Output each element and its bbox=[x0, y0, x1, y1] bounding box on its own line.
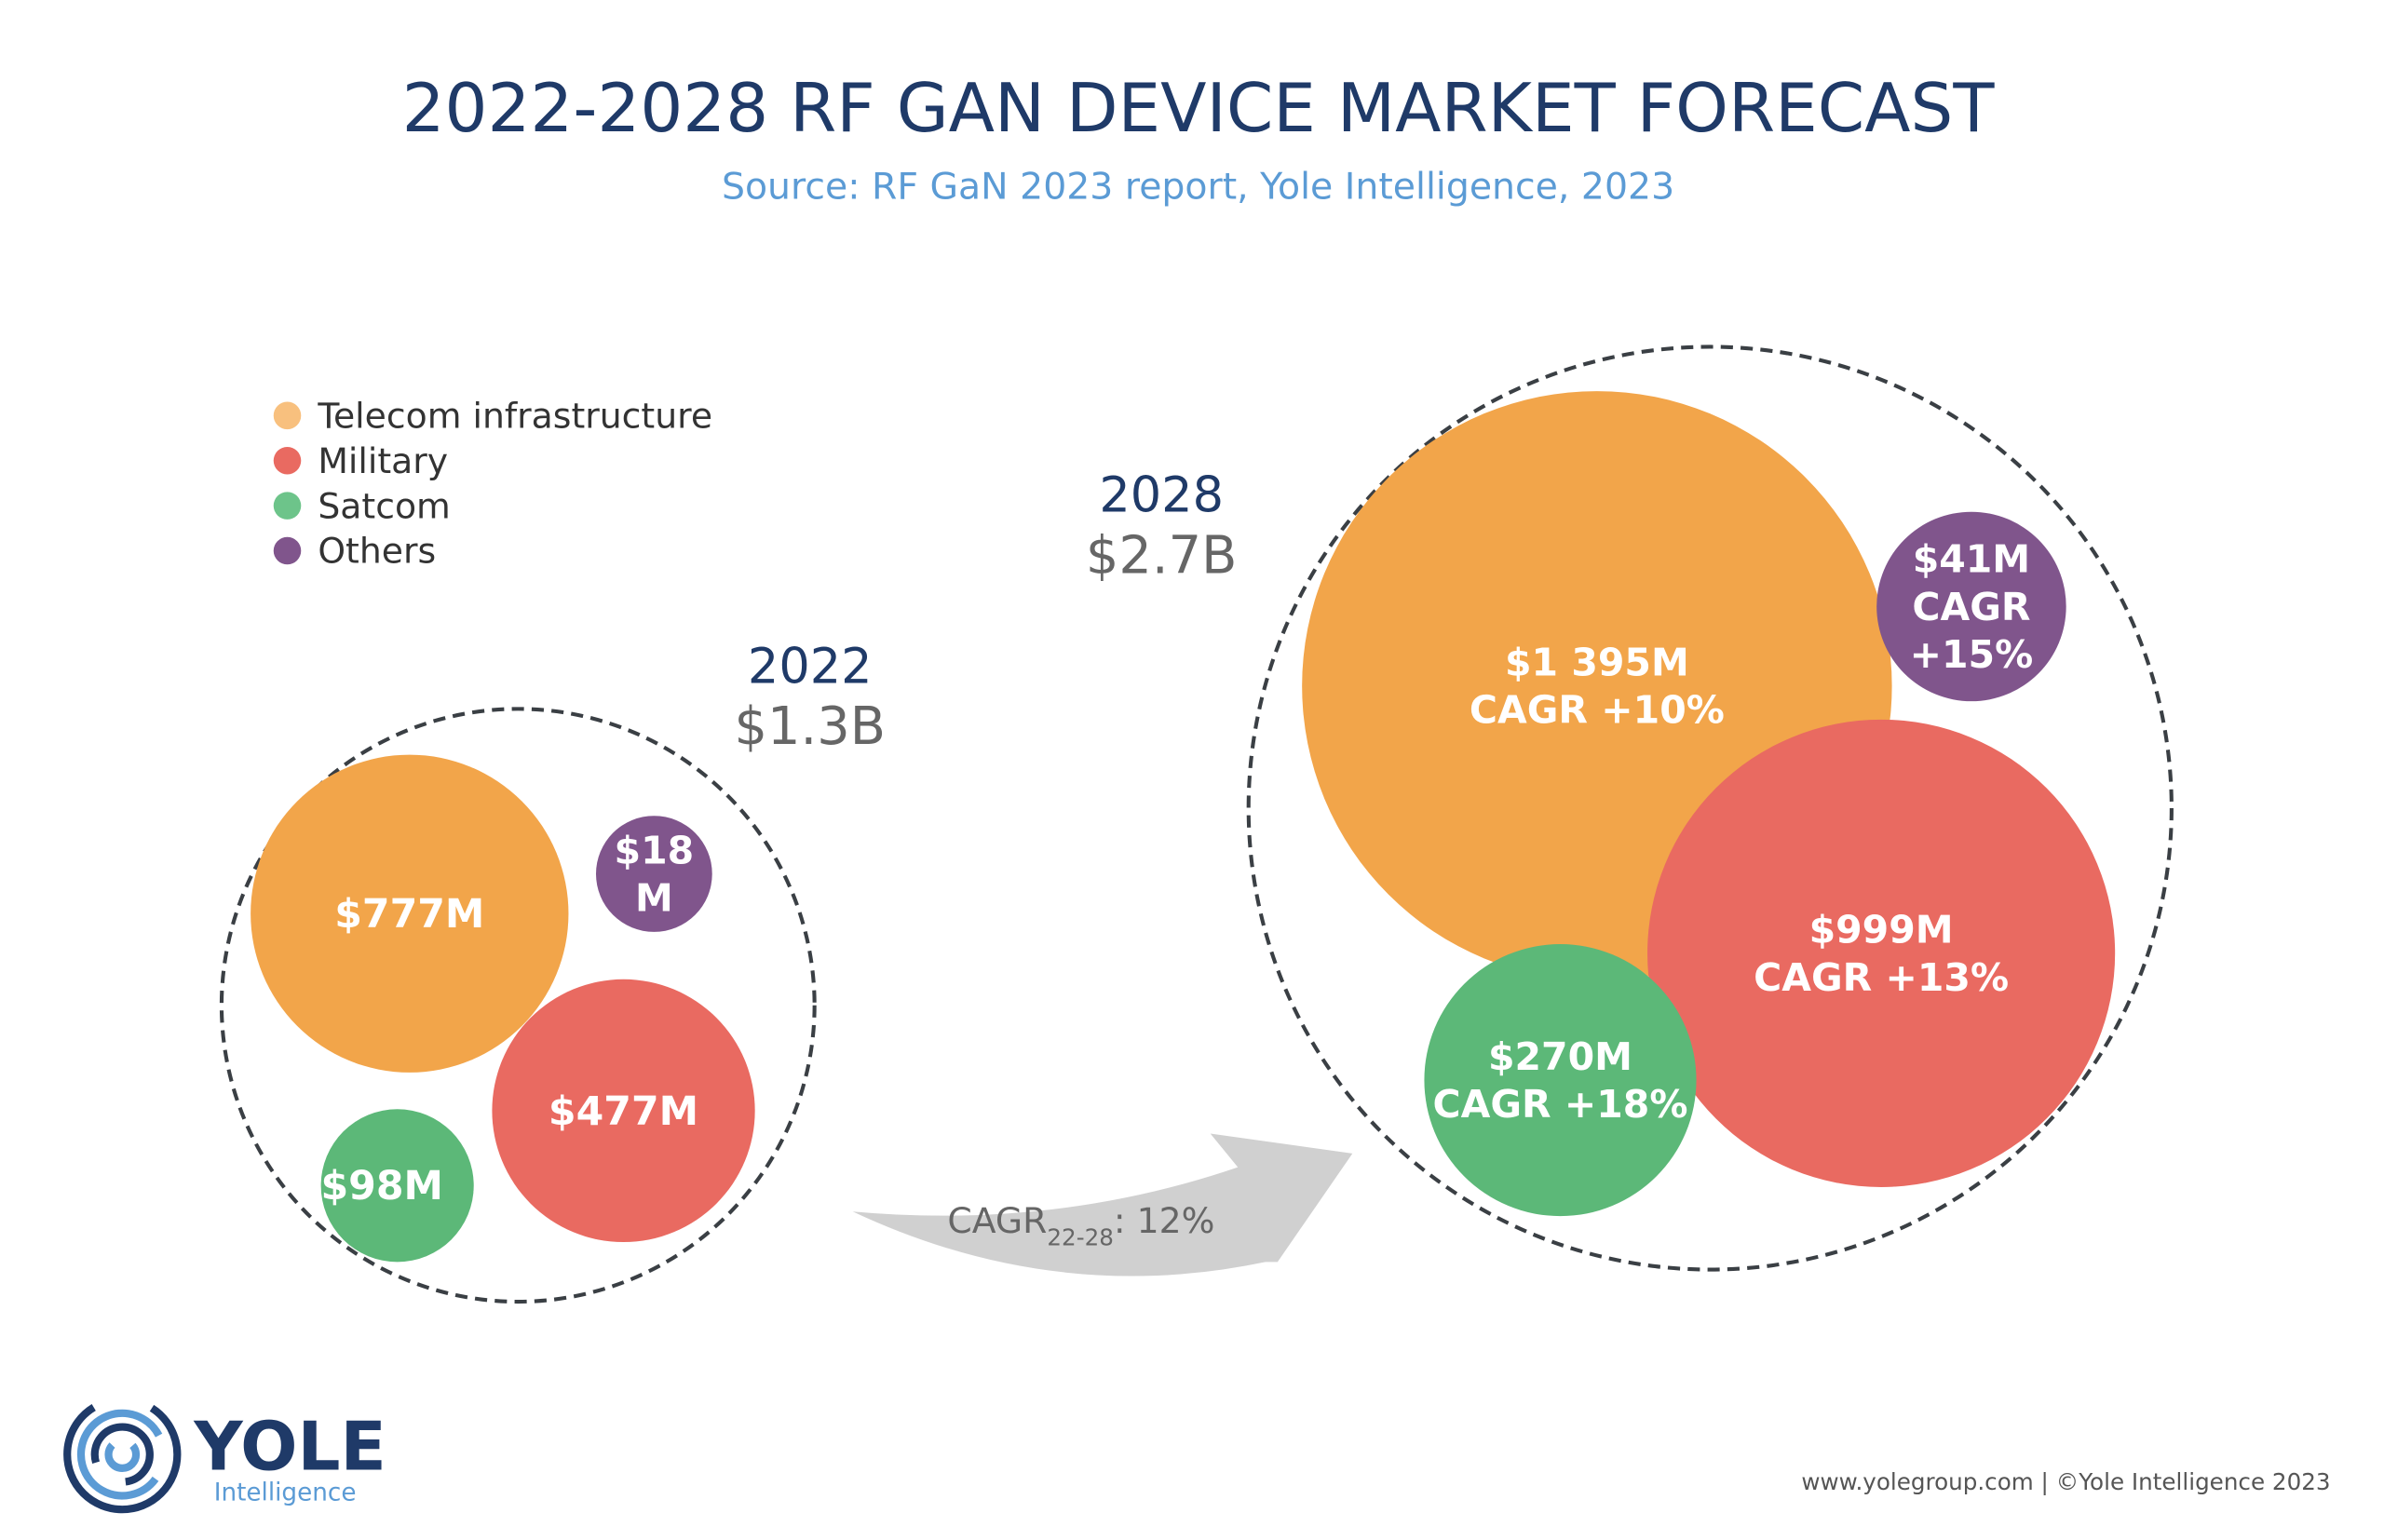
bubble-value-label: M bbox=[635, 876, 673, 921]
logo-name: YOLE bbox=[193, 1409, 386, 1487]
group-2022-outline bbox=[219, 707, 817, 1304]
year-2022-label: 2022 bbox=[748, 638, 873, 695]
bubble-telecom-mark bbox=[251, 754, 569, 1073]
bubble-value-label: $270M bbox=[1488, 1034, 1632, 1079]
bubble-2022-military: $477M bbox=[492, 979, 755, 1243]
bubble-satcom-mark bbox=[1424, 944, 1697, 1217]
growth-arrow bbox=[852, 1133, 1353, 1277]
bubble-value-label: $999M bbox=[1809, 908, 1954, 952]
year-2028-label: 2028 bbox=[1099, 467, 1224, 524]
bubble-value-label: $41M bbox=[1913, 537, 2030, 582]
bubble-value-label: $98M bbox=[321, 1163, 444, 1209]
legend-dot-icon bbox=[273, 492, 302, 520]
chart-subtitle: Source: RF GaN 2023 report, Yole Intelli… bbox=[722, 165, 1674, 208]
legend-dot-icon bbox=[273, 446, 302, 475]
bubble-value-label: $18 bbox=[615, 828, 695, 872]
bubble-military-mark bbox=[1647, 719, 2116, 1187]
bubble-military-mark bbox=[492, 979, 755, 1243]
legend-item-label: Others bbox=[318, 531, 436, 572]
legend-dot-icon bbox=[273, 536, 302, 565]
total-2022-label: $1.3B bbox=[735, 696, 886, 757]
bubble-2022-satcom: $98M bbox=[320, 1109, 474, 1263]
total-2028-label: $2.7B bbox=[1086, 525, 1237, 586]
bubble-value-label: +15% bbox=[1910, 632, 2034, 677]
chart-title: 2022-2028 RF GAN DEVICE MARKET FORECAST bbox=[402, 70, 1996, 148]
logo-swirl-icon bbox=[63, 1395, 182, 1514]
bubble-satcom-mark bbox=[320, 1109, 474, 1263]
legend-item-label: Satcom bbox=[318, 485, 450, 526]
bubble-value-label: CAGR +13% bbox=[1754, 955, 2009, 1000]
bubble-value-label: $777M bbox=[334, 891, 484, 938]
legend-item-label: Telecom infrastructure bbox=[317, 395, 712, 436]
legend-dot-icon bbox=[273, 401, 302, 430]
bubble-value-label: $477M bbox=[549, 1088, 698, 1135]
bubble-2022-telecom: $777M bbox=[251, 754, 569, 1073]
bubble-others-mark bbox=[1876, 511, 2066, 702]
footer-copyright: www.yolegroup.com | ©Yole Intelligence 2… bbox=[1801, 1468, 2330, 1495]
bubble-2022-others: $18M bbox=[596, 816, 712, 932]
group-2028-outline bbox=[1246, 344, 2174, 1272]
overall-cagr-label: CAGR22-28: 12% bbox=[947, 1200, 1214, 1250]
bubble-others-mark bbox=[596, 816, 712, 932]
bubble-value-label: $1 395M bbox=[1505, 640, 1689, 684]
logo-tagline: Intelligence bbox=[214, 1479, 357, 1506]
bubble-value-label: CAGR +18% bbox=[1433, 1082, 1688, 1127]
bubble-value-label: CAGR +10% bbox=[1470, 688, 1725, 733]
legend-item-label: Military bbox=[318, 440, 448, 481]
yole-logo: YOLE Intelligence bbox=[63, 1395, 386, 1514]
bubble-value-label: CAGR bbox=[1912, 585, 2030, 629]
